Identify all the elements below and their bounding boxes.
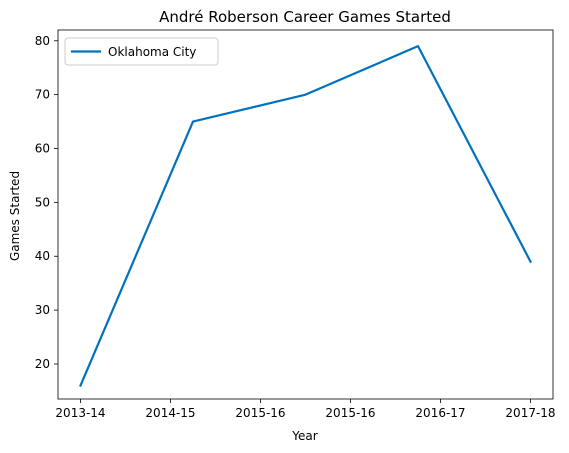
legend-box bbox=[64, 37, 219, 66]
series-line-oklahoma-city bbox=[79, 45, 532, 387]
chart-title: André Roberson Career Games Started bbox=[159, 8, 451, 26]
x-axis-ticks: 2013-14 2014-15 2015-16 2015-16 2016-17 2017-… bbox=[55, 399, 556, 420]
x-axis-label: Year bbox=[291, 429, 317, 443]
legend: Oklahoma City bbox=[64, 37, 219, 66]
y-tick-label: 30 bbox=[35, 303, 50, 317]
y-tick-label: 70 bbox=[35, 88, 50, 102]
y-tick-label: 80 bbox=[35, 34, 50, 48]
x-tick-label: 2013-14 bbox=[55, 406, 105, 420]
y-tick-label: 60 bbox=[35, 142, 50, 156]
y-tick-label: 20 bbox=[35, 357, 50, 371]
y-axis-label: Games Started bbox=[8, 171, 22, 261]
x-tick-label: 2016-17 bbox=[415, 406, 465, 420]
y-tick-label: 40 bbox=[35, 249, 50, 263]
y-tick-label: 50 bbox=[35, 195, 50, 209]
x-tick-label: 2014-15 bbox=[145, 406, 195, 420]
series-layer bbox=[79, 45, 532, 387]
y-axis-ticks: 20 30 40 50 60 70 80 bbox=[35, 34, 58, 371]
plot-frame bbox=[57, 29, 554, 400]
x-tick-label: 2017-18 bbox=[505, 406, 555, 420]
x-tick-label: 2015-16 bbox=[325, 406, 375, 420]
plot-area bbox=[57, 29, 554, 400]
x-tick-label: 2015-16 bbox=[235, 406, 285, 420]
legend-label-oklahoma-city: Oklahoma City bbox=[108, 45, 196, 59]
